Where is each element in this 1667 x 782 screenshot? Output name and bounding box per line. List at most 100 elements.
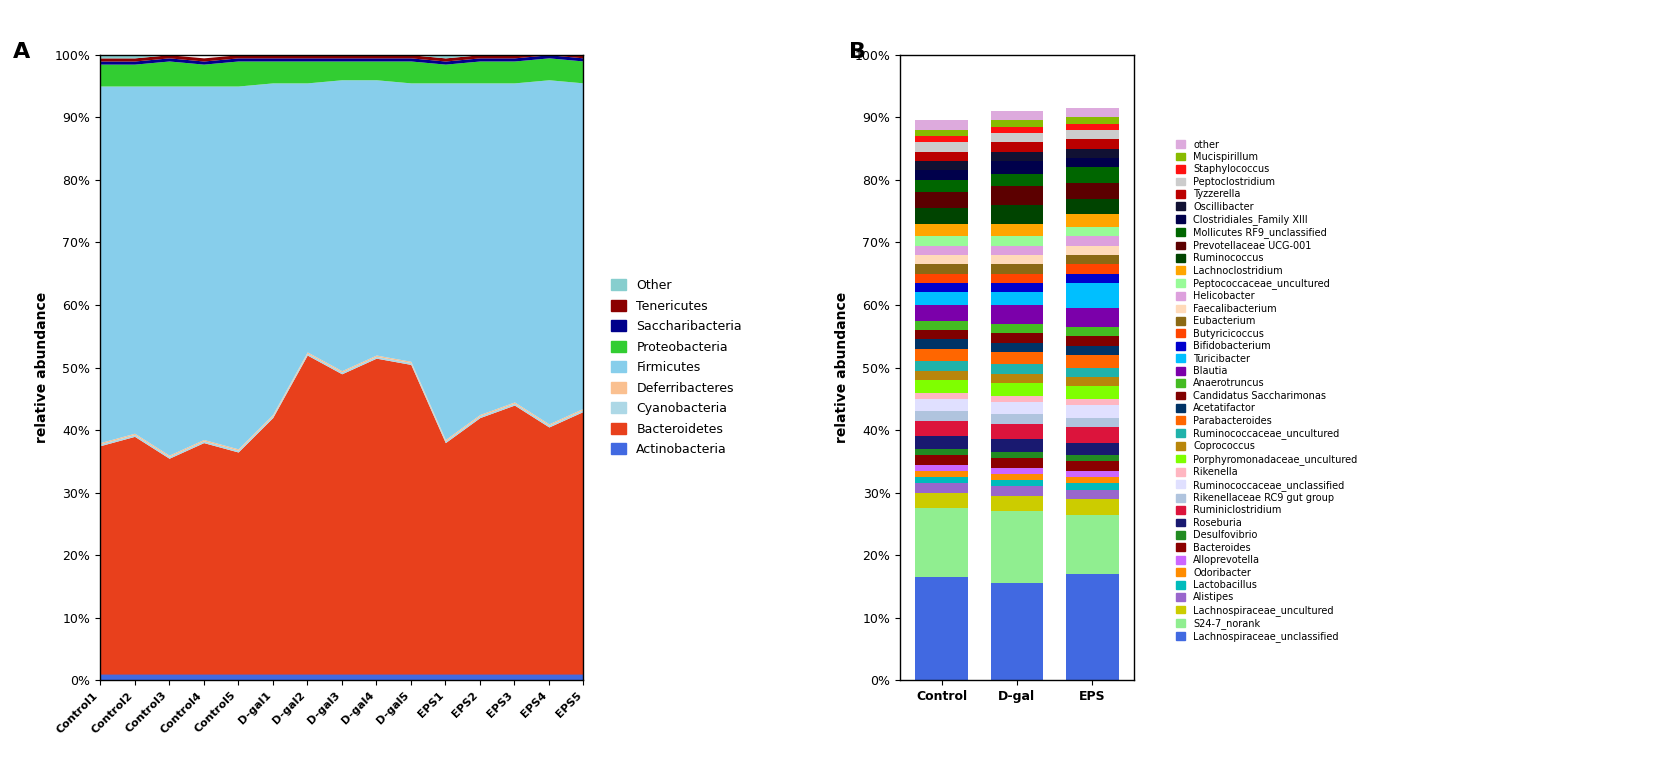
Bar xyxy=(915,577,969,680)
Bar xyxy=(915,305,969,321)
Bar xyxy=(1065,236,1119,246)
Bar xyxy=(990,343,1044,352)
Bar xyxy=(990,152,1044,161)
Bar xyxy=(1065,443,1119,455)
Bar xyxy=(1065,264,1119,274)
Bar xyxy=(990,264,1044,274)
Bar xyxy=(915,283,969,292)
Bar xyxy=(1065,377,1119,386)
Bar xyxy=(990,414,1044,424)
Bar xyxy=(990,439,1044,452)
Bar xyxy=(915,274,969,283)
Bar xyxy=(990,274,1044,283)
Bar xyxy=(1065,355,1119,368)
Bar xyxy=(990,496,1044,511)
Bar xyxy=(915,136,969,142)
Bar xyxy=(915,455,969,465)
Bar xyxy=(1065,461,1119,471)
Bar xyxy=(915,321,969,330)
Bar xyxy=(915,477,969,483)
Bar xyxy=(915,361,969,371)
Bar xyxy=(990,333,1044,343)
Bar xyxy=(990,246,1044,255)
Bar xyxy=(1065,405,1119,418)
Bar xyxy=(990,402,1044,414)
Bar xyxy=(990,224,1044,236)
Bar xyxy=(1065,167,1119,183)
Bar xyxy=(1065,227,1119,236)
Bar xyxy=(990,458,1044,468)
Bar xyxy=(1065,427,1119,443)
Bar xyxy=(1065,255,1119,264)
Bar xyxy=(1065,199,1119,214)
Bar xyxy=(1065,455,1119,461)
Legend: other, Mucispirillum, Staphylococcus, Peptoclostridium, Tyzzerella, Oscillibacte: other, Mucispirillum, Staphylococcus, Pe… xyxy=(1172,135,1362,647)
Bar xyxy=(990,161,1044,174)
Bar xyxy=(915,246,969,255)
Y-axis label: relative abundance: relative abundance xyxy=(35,292,48,443)
Bar xyxy=(1065,108,1119,117)
Bar xyxy=(990,142,1044,152)
Bar xyxy=(1065,386,1119,399)
Bar xyxy=(990,480,1044,486)
Bar xyxy=(990,174,1044,186)
Bar xyxy=(1065,490,1119,499)
Bar xyxy=(1065,327,1119,336)
Bar xyxy=(915,180,969,192)
Bar xyxy=(915,436,969,449)
Bar xyxy=(990,120,1044,127)
Bar xyxy=(915,508,969,577)
Y-axis label: relative abundance: relative abundance xyxy=(835,292,849,443)
Bar xyxy=(1065,124,1119,130)
Bar xyxy=(990,305,1044,324)
Bar xyxy=(990,236,1044,246)
Bar xyxy=(990,324,1044,333)
Bar xyxy=(915,142,969,152)
Bar xyxy=(990,486,1044,496)
Bar xyxy=(990,452,1044,458)
Bar xyxy=(1065,274,1119,283)
Bar xyxy=(990,255,1044,264)
Bar xyxy=(990,133,1044,142)
Bar xyxy=(990,186,1044,205)
Bar xyxy=(1065,574,1119,680)
Bar xyxy=(990,205,1044,224)
Bar xyxy=(915,236,969,246)
Bar xyxy=(1065,477,1119,483)
Bar xyxy=(915,380,969,393)
Bar xyxy=(1065,130,1119,139)
Bar xyxy=(1065,149,1119,158)
Bar xyxy=(915,192,969,208)
Bar xyxy=(915,421,969,436)
Bar xyxy=(915,255,969,264)
Legend: Other, Tenericutes, Saccharibacteria, Proteobacteria, Firmicutes, Deferribactere: Other, Tenericutes, Saccharibacteria, Pr… xyxy=(607,274,747,461)
Bar xyxy=(990,383,1044,396)
Bar xyxy=(915,349,969,361)
Bar xyxy=(1065,308,1119,327)
Bar xyxy=(990,474,1044,480)
Bar xyxy=(915,465,969,471)
Bar xyxy=(990,374,1044,383)
Bar xyxy=(915,411,969,421)
Bar xyxy=(915,292,969,305)
Bar xyxy=(1065,336,1119,346)
Bar xyxy=(1065,139,1119,149)
Bar xyxy=(915,393,969,399)
Bar xyxy=(915,170,969,180)
Bar xyxy=(990,352,1044,364)
Bar xyxy=(1065,246,1119,255)
Bar xyxy=(915,339,969,349)
Bar xyxy=(1065,515,1119,574)
Bar xyxy=(1065,418,1119,427)
Bar xyxy=(915,208,969,224)
Text: B: B xyxy=(849,42,865,63)
Bar xyxy=(990,468,1044,474)
Bar xyxy=(915,161,969,170)
Bar xyxy=(1065,399,1119,405)
Bar xyxy=(1065,471,1119,477)
Bar xyxy=(915,224,969,236)
Bar xyxy=(1065,368,1119,377)
Bar xyxy=(915,330,969,339)
Bar xyxy=(915,130,969,136)
Bar xyxy=(1065,214,1119,227)
